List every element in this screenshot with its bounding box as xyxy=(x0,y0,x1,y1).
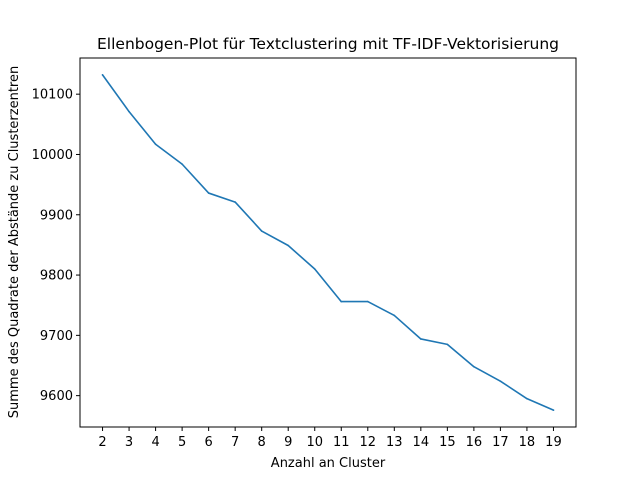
data-point xyxy=(393,314,396,317)
x-tick-label: 12 xyxy=(360,435,377,450)
data-point xyxy=(446,343,449,346)
x-tick-label: 9 xyxy=(284,435,292,450)
x-tick-label: 15 xyxy=(439,435,456,450)
x-tick-label: 7 xyxy=(231,435,239,450)
x-tick-label: 13 xyxy=(386,435,403,450)
x-tick-label: 17 xyxy=(492,435,509,450)
data-point xyxy=(313,268,316,270)
x-tick-label: 6 xyxy=(205,435,213,450)
x-tick-label: 18 xyxy=(519,435,536,450)
y-axis: 9600 9700 9800 9900 10000 10100 xyxy=(32,88,80,404)
x-tick-label: 4 xyxy=(151,435,159,450)
data-point xyxy=(420,338,422,340)
chart-title: Ellenbogen-Plot für Textclustering mit T… xyxy=(97,35,559,53)
x-axis-label: Anzahl an Cluster xyxy=(271,456,386,471)
x-tick-label: 16 xyxy=(466,435,483,450)
data-point xyxy=(340,300,343,303)
y-tick-label: 10100 xyxy=(32,88,73,103)
x-tick-label: 3 xyxy=(125,435,133,450)
data-point xyxy=(552,409,555,411)
x-tick-label: 8 xyxy=(258,435,266,450)
data-point xyxy=(526,397,528,400)
y-tick-label: 9800 xyxy=(40,269,73,284)
series-line xyxy=(101,74,555,411)
data-point xyxy=(287,244,290,247)
data-point xyxy=(181,163,183,165)
data-point xyxy=(473,365,475,368)
plot-area xyxy=(79,57,577,428)
data-point xyxy=(260,230,263,232)
x-tick-label: 2 xyxy=(98,435,106,450)
data-point xyxy=(366,300,369,303)
data-point xyxy=(128,110,130,113)
series-layer xyxy=(101,74,555,411)
data-point xyxy=(154,143,157,146)
x-axis: 2 3 4 5 6 7 8 9 10 11 12 13 14 15 16 17 18 19 xyxy=(98,427,562,450)
y-tick-label: 9600 xyxy=(40,389,73,404)
x-tick-label: 5 xyxy=(178,435,186,450)
y-tick-label: 9700 xyxy=(40,329,73,344)
axes-frame xyxy=(79,57,577,428)
data-point xyxy=(234,201,236,203)
y-tick-label: 10000 xyxy=(32,148,73,163)
data-point xyxy=(499,380,502,382)
x-tick-label: 14 xyxy=(413,435,430,450)
y-tick-label: 9900 xyxy=(40,208,73,223)
data-point xyxy=(207,192,210,194)
data-point xyxy=(101,74,104,76)
x-tick-label: 11 xyxy=(333,435,350,450)
x-tick-label: 10 xyxy=(306,435,323,450)
x-tick-label: 19 xyxy=(545,435,562,450)
y-axis-label: Summe des Quadrate der Abstände zu Clust… xyxy=(7,66,22,418)
